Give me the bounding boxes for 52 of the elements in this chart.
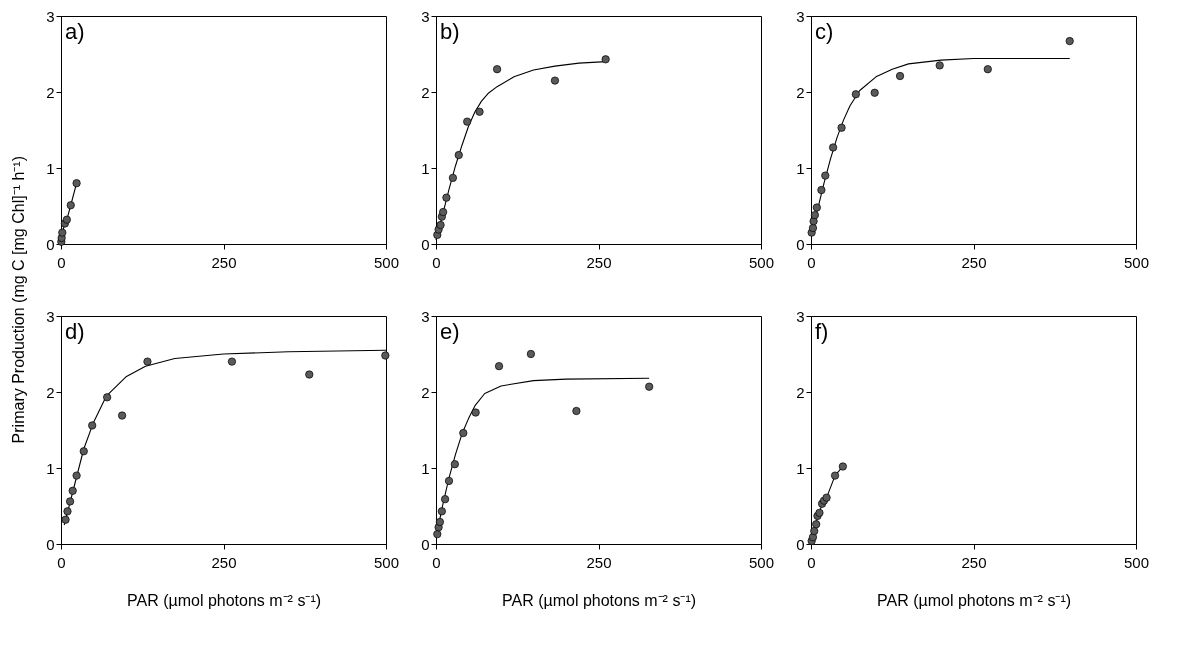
y-tick-label: 0: [46, 535, 55, 553]
y-tick-label: 0: [796, 535, 805, 553]
y-tick-label: 0: [46, 235, 55, 253]
y-tick-label: 1: [421, 459, 430, 477]
x-tick-label: 0: [57, 553, 66, 571]
y-tick-label: 2: [796, 83, 805, 101]
x-tick-label: 0: [432, 553, 441, 571]
x-tick-label: 500: [1123, 253, 1150, 271]
y-tick-label: 1: [46, 459, 55, 477]
x-tick-label: 500: [373, 253, 400, 271]
x-tick-label: 500: [1123, 553, 1150, 571]
annotation: d): [65, 319, 85, 344]
x-tick-label: 0: [807, 253, 816, 271]
y-tick-label: 3: [421, 307, 430, 325]
y-tick-label: 2: [421, 83, 430, 101]
y-tick-label: 3: [421, 7, 430, 25]
y-tick-label: 2: [796, 383, 805, 401]
y-tick-label: 3: [46, 307, 55, 325]
x-tick-label: 500: [373, 553, 400, 571]
x-tick-label: 500: [748, 253, 775, 271]
annotation: f): [815, 319, 829, 344]
y-tick-label: 3: [796, 7, 805, 25]
y-tick-label: 1: [46, 159, 55, 177]
x-tick-label: 0: [57, 253, 66, 271]
x-tick-label: 250: [961, 553, 987, 571]
annotation: e): [440, 319, 460, 344]
x-tick-label: 250: [586, 553, 612, 571]
x-axis-title: PAR (µmol photons m⁻² s⁻¹): [501, 591, 697, 609]
y-tick-label: 2: [46, 383, 55, 401]
x-tick-label: 500: [748, 553, 775, 571]
y-axis-title: Primary Production (mg C [mg Chl]⁻¹ h⁻¹): [9, 156, 28, 444]
x-axis-title: PAR (µmol photons m⁻² s⁻¹): [876, 591, 1072, 609]
y-tick-label: 0: [796, 235, 805, 253]
x-axis-title: PAR (µmol photons m⁻² s⁻¹): [126, 591, 322, 609]
annotation: c): [815, 19, 834, 44]
x-tick-label: 250: [211, 253, 237, 271]
y-tick-label: 1: [796, 459, 805, 477]
y-tick-label: 1: [421, 159, 430, 177]
y-tick-label: 0: [421, 535, 430, 553]
annotation: a): [65, 19, 85, 44]
y-tick-label: 0: [421, 235, 430, 253]
y-tick-label: 3: [46, 7, 55, 25]
y-tick-label: 2: [421, 383, 430, 401]
y-tick-label: 1: [796, 159, 805, 177]
x-tick-label: 250: [961, 253, 987, 271]
x-tick-label: 0: [807, 553, 816, 571]
x-tick-label: 250: [586, 253, 612, 271]
x-tick-label: 0: [432, 253, 441, 271]
y-tick-label: 3: [796, 307, 805, 325]
x-tick-label: 250: [211, 553, 237, 571]
y-tick-label: 2: [46, 83, 55, 101]
annotation: b): [440, 19, 460, 44]
